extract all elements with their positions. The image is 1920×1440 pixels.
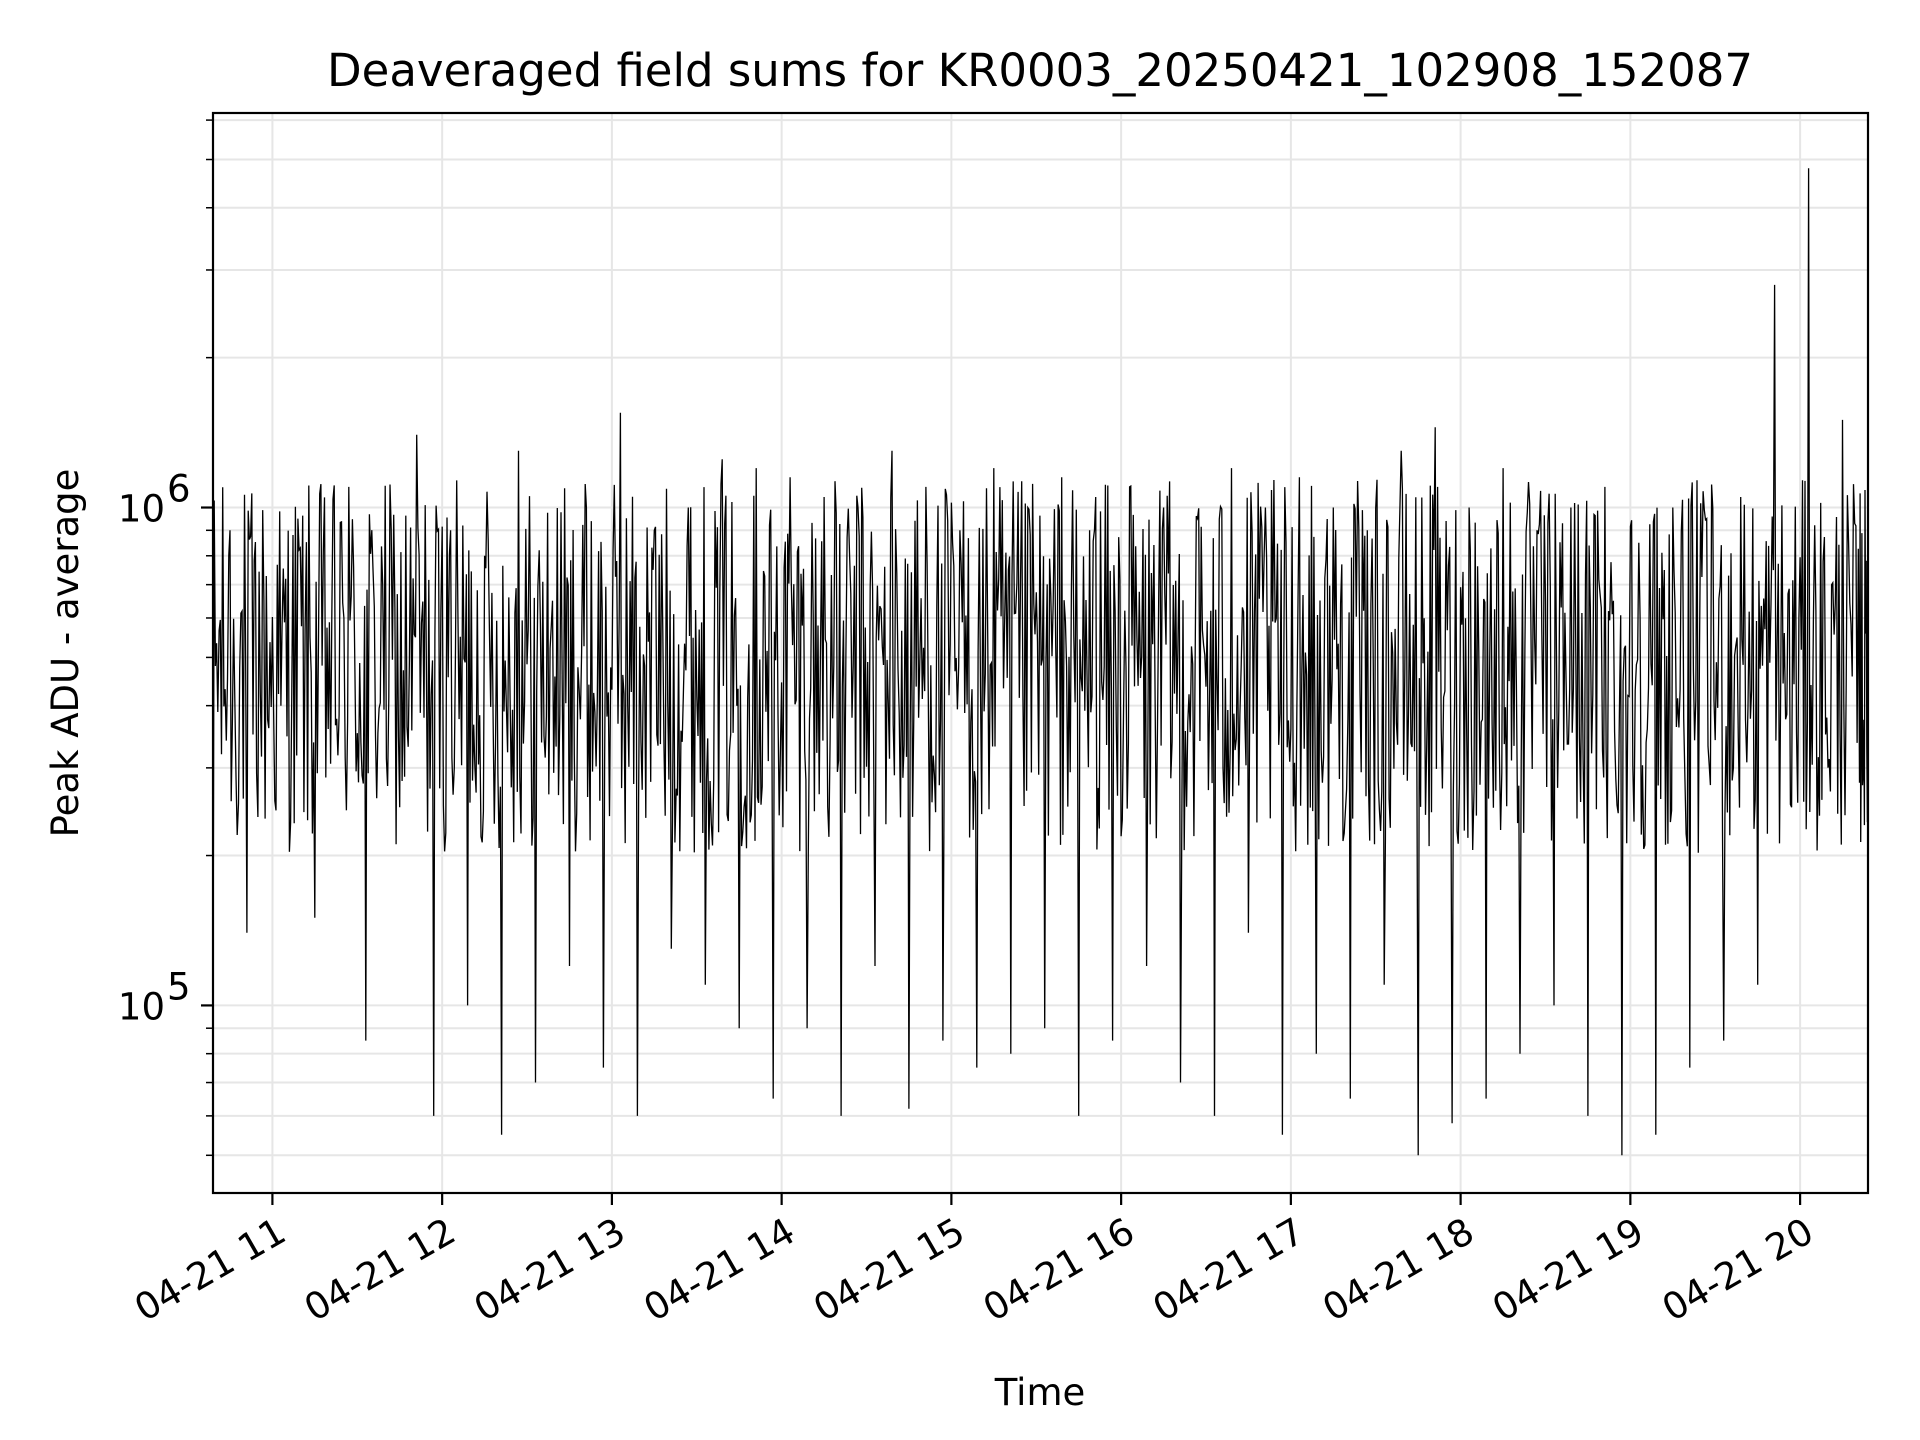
chart-title: Deaveraged field sums for KR0003_2025042… <box>327 44 1753 97</box>
y-tick-exponent: 5 <box>167 965 191 1008</box>
y-tick-exponent: 6 <box>167 468 191 511</box>
y-tick-label: 10 <box>118 985 165 1028</box>
plot-frame <box>211 111 1870 1195</box>
y-tick-label: 10 <box>118 488 165 531</box>
y-axis-label: Peak ADU - average <box>44 469 87 838</box>
series-line <box>212 168 1869 1156</box>
x-axis-label: Time <box>994 1371 1086 1414</box>
